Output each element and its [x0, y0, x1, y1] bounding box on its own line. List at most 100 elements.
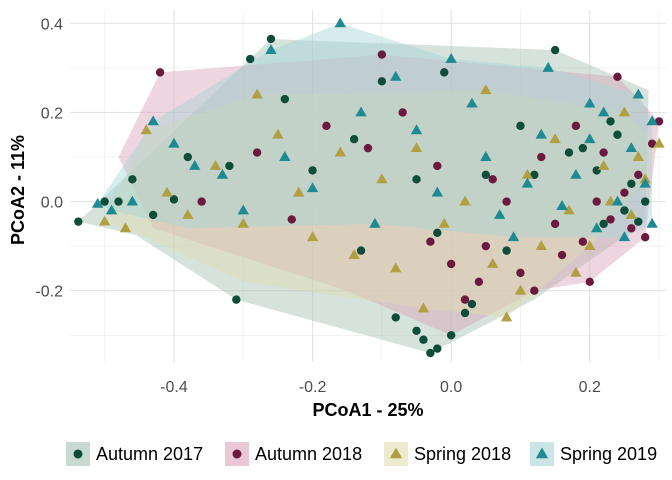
point-spring-2018	[251, 88, 263, 99]
point-autumn-2018	[585, 277, 594, 286]
hull-spring-2019	[97, 23, 653, 238]
point-autumn-2018	[654, 117, 664, 126]
point-spring-2019	[597, 106, 610, 117]
x-axis-title: PCoA1 - 25%	[312, 400, 423, 420]
legend-item-spring-2018: Spring 2018	[384, 442, 511, 466]
point-spring-2019	[493, 208, 506, 219]
point-spring-2018	[140, 124, 152, 135]
point-autumn-2017	[74, 217, 83, 226]
point-autumn-2017	[391, 313, 400, 322]
point-autumn-2018	[287, 215, 296, 224]
point-spring-2019	[334, 17, 346, 28]
point-autumn-2017	[245, 54, 255, 64]
point-spring-2019	[466, 97, 478, 108]
point-spring-2018	[653, 137, 665, 148]
point-autumn-2018	[481, 241, 491, 251]
point-spring-2019	[390, 70, 402, 81]
point-autumn-2018	[557, 250, 567, 260]
point-autumn-2017	[460, 308, 470, 318]
point-spring-2018	[417, 302, 430, 313]
point-autumn-2017	[128, 175, 137, 184]
point-spring-2018	[597, 159, 610, 170]
legend: Autumn 2017 Autumn 2018 Spring 2018 Spring …	[66, 442, 657, 466]
point-autumn-2017	[599, 219, 608, 229]
point-spring-2018	[306, 231, 319, 242]
point-autumn-2018	[377, 50, 387, 59]
point-spring-2018	[514, 284, 527, 295]
point-spring-2019	[410, 124, 423, 135]
point-spring-2019	[646, 217, 658, 228]
point-spring-2019	[445, 53, 457, 63]
y-tick-label: 0.2	[41, 105, 63, 122]
point-spring-2018	[500, 311, 513, 322]
point-autumn-2017	[467, 299, 477, 309]
point-spring-2018	[549, 133, 561, 144]
point-autumn-2017	[377, 77, 387, 86]
point-autumn-2017	[578, 143, 588, 153]
point-spring-2019	[189, 159, 201, 170]
point-autumn-2018	[641, 233, 650, 242]
legend-item-autumn-2017: Autumn 2017	[66, 442, 203, 466]
point-autumn-2017	[502, 246, 511, 255]
point-spring-2019	[639, 177, 651, 188]
point-spring-2018	[632, 151, 644, 161]
point-autumn-2017	[620, 206, 629, 215]
point-autumn-2017	[232, 295, 241, 304]
point-spring-2019	[216, 168, 229, 179]
data-points	[74, 17, 665, 358]
legend-label: Spring 2019	[560, 444, 657, 464]
x-tick-label: -0.4	[160, 379, 188, 396]
point-autumn-2018	[578, 237, 588, 246]
point-spring-2019	[632, 88, 644, 99]
point-spring-2018	[376, 173, 388, 184]
point-autumn-2017	[426, 348, 435, 358]
point-autumn-2018	[398, 108, 407, 117]
point-spring-2019	[646, 115, 658, 126]
point-autumn-2017	[356, 246, 366, 255]
grid-lines	[70, 10, 666, 362]
point-spring-2019	[92, 197, 104, 208]
point-autumn-2018	[530, 286, 539, 295]
point-spring-2018	[348, 249, 360, 259]
point-spring-2018	[480, 84, 492, 95]
legend-marker-triangle	[389, 447, 403, 459]
point-spring-2018	[119, 222, 132, 233]
hull-autumn-2017	[78, 39, 649, 354]
point-autumn-2017	[592, 166, 601, 175]
x-tick-label: -0.2	[299, 379, 327, 396]
point-spring-2019	[105, 204, 118, 215]
point-spring-2019	[570, 168, 582, 179]
point-spring-2018	[487, 257, 499, 268]
point-spring-2019	[535, 128, 547, 139]
point-spring-2018	[182, 208, 194, 219]
point-autumn-2017	[433, 228, 442, 237]
y-tick-label: -0.2	[35, 284, 63, 301]
point-autumn-2018	[502, 197, 511, 206]
group-hulls	[78, 23, 660, 354]
point-autumn-2018	[571, 121, 581, 131]
point-spring-2018	[161, 186, 173, 197]
point-autumn-2017	[516, 121, 525, 131]
hull-spring-2018	[104, 90, 660, 318]
point-autumn-2018	[363, 143, 373, 153]
point-spring-2019	[480, 151, 492, 161]
y-axis-title: PCoA2 - 11%	[8, 135, 28, 245]
point-spring-2018	[292, 186, 305, 197]
point-autumn-2017	[148, 210, 158, 220]
point-spring-2019	[355, 106, 367, 117]
point-autumn-2017	[412, 175, 421, 184]
point-spring-2019	[431, 186, 444, 197]
point-autumn-2017	[530, 170, 539, 180]
point-spring-2018	[563, 204, 575, 215]
point-autumn-2017	[100, 197, 109, 206]
legend-label: Autumn 2017	[96, 444, 203, 464]
legend-item-autumn-2018: Autumn 2018	[225, 442, 362, 466]
legend-label: Autumn 2018	[255, 444, 362, 464]
point-autumn-2017	[412, 326, 421, 336]
point-autumn-2017	[308, 166, 317, 175]
point-spring-2019	[590, 222, 603, 233]
point-autumn-2018	[322, 121, 331, 131]
point-spring-2019	[556, 200, 568, 210]
point-spring-2018	[584, 240, 596, 251]
point-autumn-2018	[606, 215, 615, 224]
